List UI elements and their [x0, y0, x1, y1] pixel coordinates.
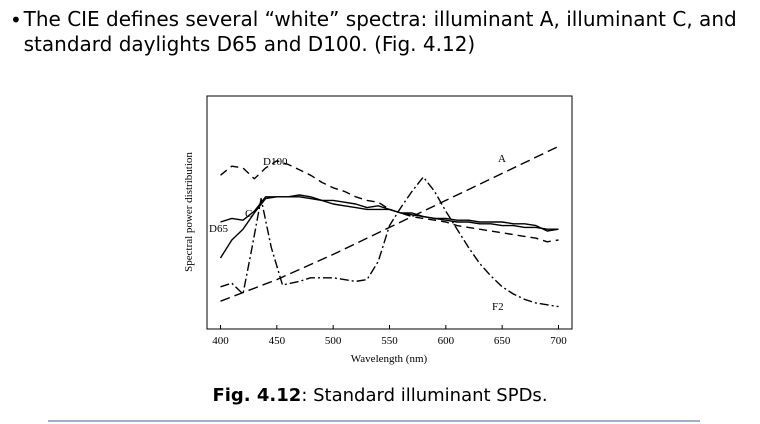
x-tick-label: 400 — [212, 335, 229, 347]
x-axis-label: Wavelength (nm) — [351, 353, 428, 365]
spd-figure: 400 450 500 550 600 650 700 D100 A C D65 F2 Wa… — [176, 92, 576, 372]
figure-caption: Fig. 4.12: Standard illuminant SPDs. — [0, 384, 760, 408]
x-tick-label: 700 — [550, 335, 567, 347]
y-axis-label: Spectral power distribution — [183, 152, 195, 272]
x-tick-label: 550 — [381, 335, 398, 347]
series-label-c: C — [245, 208, 252, 220]
series-line-f2 — [220, 176, 559, 308]
plot-frame — [206, 95, 573, 330]
series-label-d65: D65 — [209, 223, 228, 235]
spd-chart: 400 450 500 550 600 650 700 D100 A C D65 F2 Wa… — [183, 95, 573, 365]
caption-label: Fig. 4.12 — [212, 385, 302, 406]
bullet-item: • The CIE defines several “white” spectr… — [10, 6, 750, 57]
series-label-a: A — [498, 153, 506, 165]
bottom-divider — [48, 420, 700, 422]
caption-text: : Standard illuminant SPDs. — [301, 385, 548, 406]
series-label-f2: F2 — [492, 301, 504, 313]
bullet-text: The CIE defines several “white” spectra:… — [23, 7, 737, 56]
bullet-symbol: • — [10, 8, 22, 32]
series-line-d65 — [220, 194, 559, 232]
x-tick-label: 450 — [269, 335, 286, 347]
series-line-a — [220, 145, 559, 302]
x-tick-label: 500 — [325, 335, 342, 347]
series-line-d100 — [220, 160, 559, 243]
x-tick-label: 600 — [438, 335, 455, 347]
x-tick-label: 650 — [494, 335, 511, 347]
series-label-d100: D100 — [263, 156, 288, 168]
